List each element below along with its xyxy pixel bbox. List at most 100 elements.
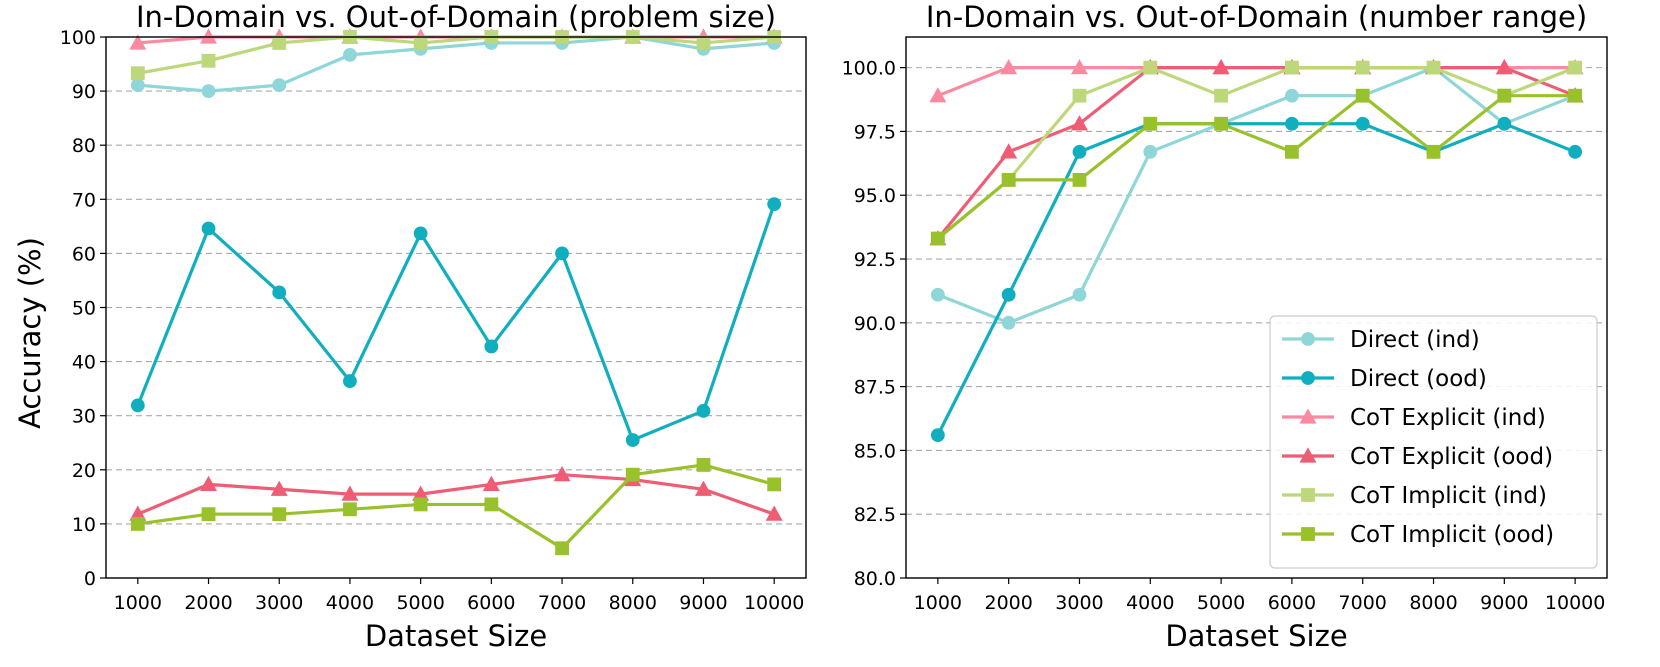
y-tick-label: 90: [72, 81, 96, 103]
x-tick-label: 7000: [1339, 592, 1387, 614]
data-point: [1072, 144, 1087, 159]
data-point: [1285, 88, 1299, 103]
data-point: [696, 403, 711, 418]
data-point: [272, 36, 287, 50]
x-tick-label: 8000: [609, 592, 657, 614]
y-tick-label: 82.5: [854, 504, 896, 526]
data-point: [696, 458, 711, 472]
data-point: [767, 197, 782, 212]
y-tick-label: 80.0: [854, 568, 896, 590]
x-tick-label: 6000: [467, 592, 515, 614]
data-point: [553, 466, 571, 482]
legend-entry: CoT Explicit (ood): [1282, 444, 1553, 470]
data-point: [1355, 60, 1370, 75]
data-point: [1495, 58, 1513, 75]
data-point: [343, 374, 357, 388]
y-tick-label: 20: [72, 460, 96, 482]
x-tick-label: 10000: [1545, 592, 1605, 614]
legend: Direct (ind) Direct (ood) CoT Explicit (in…: [1269, 315, 1598, 569]
series-cot-implicit-ind: [930, 60, 1583, 246]
legend-entry: CoT Implicit (ood): [1282, 522, 1554, 548]
y-axis-label: Accuracy (%): [13, 237, 47, 429]
data-point: [1285, 144, 1299, 159]
data-point: [625, 467, 640, 482]
data-point: [555, 246, 569, 261]
data-point: [1143, 144, 1158, 159]
data-point: [1001, 287, 1016, 302]
legend-entry: CoT Implicit (ind): [1282, 483, 1547, 509]
y-tick-label: 60: [72, 243, 96, 265]
series-line: [936, 94, 1576, 240]
data-point: [1355, 88, 1370, 103]
data-point: [200, 28, 218, 44]
data-point: [201, 507, 216, 522]
y-tick-label: 95.0: [854, 185, 896, 207]
data-point: [930, 287, 945, 302]
legend-label: CoT Explicit (ood): [1350, 444, 1553, 470]
data-point: [484, 339, 499, 354]
x-tick-label: 3000: [255, 592, 303, 614]
data-point: [1568, 144, 1583, 159]
x-tick-label: 6000: [1268, 592, 1316, 614]
x-tick-label: 8000: [1409, 592, 1457, 614]
legend-label: CoT Explicit (ind): [1350, 405, 1546, 431]
data-point: [413, 36, 428, 50]
x-tick-label: 7000: [538, 592, 586, 614]
x-tick-label: 1000: [114, 592, 162, 614]
data-point: [1285, 116, 1299, 131]
y-tick-label: 100.0: [842, 58, 896, 80]
data-point: [1426, 60, 1441, 75]
data-point: [696, 36, 711, 50]
plot-frame: [905, 36, 1608, 579]
legend-label: Direct (ind): [1350, 327, 1480, 353]
x-tick-label: 5000: [396, 592, 444, 614]
data-point: [1072, 287, 1087, 302]
series-line: [937, 66, 1576, 325]
data-point: [201, 84, 216, 98]
data-point: [272, 285, 287, 300]
y-tick-label: 30: [72, 406, 96, 428]
y-tick-label: 10: [72, 514, 96, 536]
x-tick-label: 2000: [984, 592, 1032, 614]
chart-title: In-Domain vs. Out-of-Domain (problem siz…: [136, 0, 776, 34]
data-point: [1355, 116, 1370, 131]
data-point: [1212, 58, 1230, 75]
x-tick-label: 9000: [1480, 592, 1528, 614]
legend-marker: [1301, 371, 1315, 385]
series-line: [137, 463, 775, 550]
series-line: [936, 122, 1576, 436]
legend-marker: [1301, 332, 1315, 346]
data-point: [1000, 143, 1018, 159]
data-point: [1071, 58, 1088, 75]
y-tick-label: 97.5: [854, 121, 896, 143]
chart-title: In-Domain vs. Out-of-Domain (number rang…: [926, 0, 1587, 34]
series-cot-implicit-ood: [930, 88, 1583, 246]
legend-marker: [1301, 527, 1315, 541]
data-point: [343, 502, 357, 517]
data-point: [201, 53, 216, 68]
data-point: [130, 78, 145, 93]
series-cot-implicit-ind: [130, 30, 782, 81]
legend-label: CoT Implicit (ind): [1350, 483, 1547, 509]
legend-marker: [1301, 488, 1315, 502]
data-point: [1214, 88, 1228, 103]
series-line: [936, 66, 1576, 240]
data-point: [484, 497, 499, 512]
y-tick-label: 40: [72, 352, 96, 374]
series-line: [136, 203, 776, 442]
series-cot-implicit-ood: [130, 458, 782, 556]
data-point: [930, 428, 945, 442]
data-point: [201, 221, 216, 236]
data-point: [1285, 60, 1299, 75]
series-line: [137, 35, 775, 75]
y-tick-label: 50: [72, 298, 96, 320]
data-point: [129, 34, 147, 50]
data-point: [1143, 116, 1158, 131]
y-tick-label: 92.5: [854, 249, 896, 271]
data-point: [130, 66, 145, 81]
x-axis-label: Dataset Size: [1165, 619, 1347, 653]
plot-frame: [105, 36, 807, 579]
legend-label: CoT Implicit (ood): [1350, 522, 1554, 548]
data-point: [1426, 144, 1441, 159]
